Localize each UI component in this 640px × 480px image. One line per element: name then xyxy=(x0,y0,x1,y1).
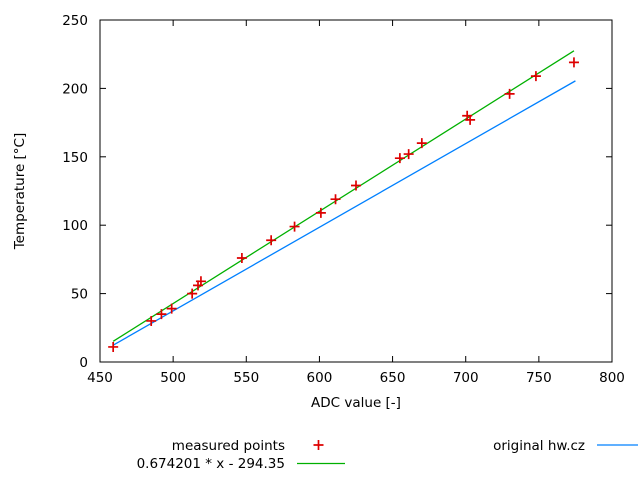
data-point-marker xyxy=(330,194,341,205)
data-point-marker xyxy=(530,71,541,82)
data-point-marker xyxy=(187,288,198,299)
data-point-marker xyxy=(394,153,405,164)
data-point-marker xyxy=(156,309,167,320)
x-tick-label: 450 xyxy=(87,370,113,386)
data-point-marker xyxy=(315,207,326,218)
x-tick-label: 750 xyxy=(526,370,552,386)
data-point-marker xyxy=(351,180,361,191)
original-hwcz-line xyxy=(112,80,576,346)
data-point-marker xyxy=(504,88,515,99)
legend: measured points 0.674201 * x - 294.35 or… xyxy=(137,438,638,472)
y-tick-label: 200 xyxy=(62,81,88,97)
data-point-marker xyxy=(568,57,579,68)
measured-points-series xyxy=(108,57,579,352)
y-tick-label: 0 xyxy=(79,355,88,371)
data-point-marker xyxy=(403,149,414,160)
data-point-marker xyxy=(146,315,157,326)
y-tick-label: 150 xyxy=(62,150,88,166)
data-point-marker xyxy=(166,303,177,314)
legend-marker-plus-icon xyxy=(313,440,324,450)
plot-border xyxy=(99,19,613,363)
y-tick-label: 100 xyxy=(62,218,88,234)
y-tick-label: 50 xyxy=(71,287,88,303)
data-point-marker xyxy=(465,114,476,125)
data-point-marker xyxy=(289,221,300,232)
x-tick-label: 700 xyxy=(453,370,479,386)
plus-marker-icon xyxy=(313,440,324,450)
y-tick-label: 250 xyxy=(62,13,88,29)
legend-label-fit-formula: 0.674201 * x - 294.35 xyxy=(137,456,285,472)
data-point-marker xyxy=(108,341,119,352)
x-axis-title: ADC value [-] xyxy=(311,395,401,411)
x-tick-label: 550 xyxy=(233,370,259,386)
data-point-marker xyxy=(236,253,247,264)
legend-label-measured-points: measured points xyxy=(172,438,285,454)
data-point-marker xyxy=(416,138,427,149)
data-point-marker xyxy=(266,235,277,246)
legend-label-original-hwcz: original hw.cz xyxy=(493,438,585,454)
x-tick-label: 650 xyxy=(380,370,406,386)
plot-area: 450 500 550 600 650 700 750 800 0 50 100 150 200 250 xyxy=(62,13,625,386)
y-axis-title: Temperature [°C] xyxy=(12,133,28,251)
x-tick-label: 800 xyxy=(599,370,625,386)
data-point-marker xyxy=(195,276,206,287)
x-tick-label: 600 xyxy=(307,370,333,386)
x-tick-label: 500 xyxy=(160,370,186,386)
